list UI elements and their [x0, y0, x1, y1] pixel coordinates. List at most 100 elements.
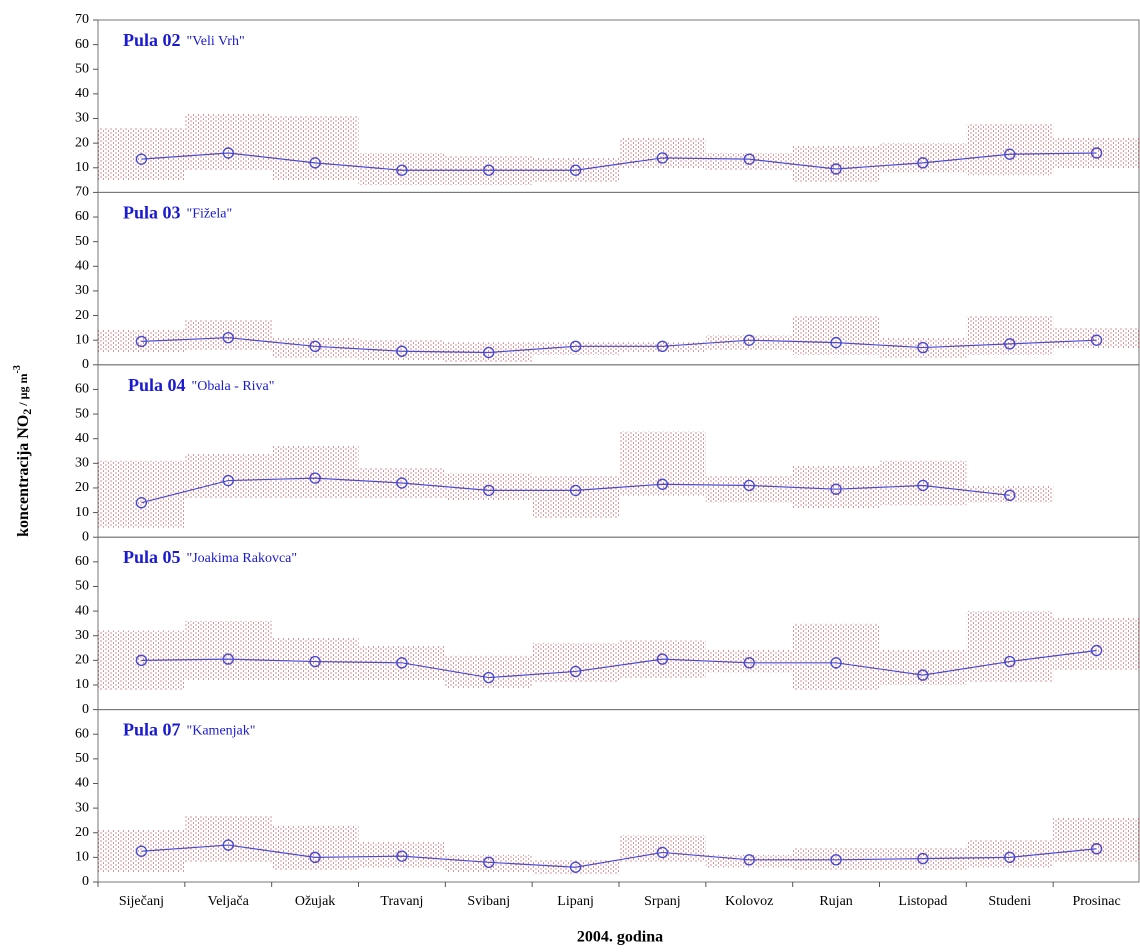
range-box — [184, 320, 272, 351]
mean-point — [135, 845, 148, 857]
y-tick-label: 20 — [75, 653, 89, 668]
station-name: "Veli Vrh" — [187, 34, 245, 49]
range-box — [184, 815, 272, 863]
station-name: "Obala - Riva" — [192, 379, 275, 394]
y-tick-label: 40 — [75, 259, 89, 274]
range-box — [271, 337, 359, 358]
mean-line — [141, 844, 1097, 868]
range-box — [358, 842, 446, 868]
range-box — [792, 465, 880, 508]
y-tick-label: 50 — [75, 579, 89, 594]
mean-point — [917, 157, 929, 169]
x-tick-label: Studeni — [988, 894, 1031, 909]
mean-point — [135, 335, 148, 348]
mean-point — [222, 332, 234, 344]
mean-point — [917, 669, 929, 681]
panel-title: Pula 02 "Veli Vrh" — [123, 30, 245, 50]
range-box — [619, 431, 706, 496]
mean-point — [656, 846, 669, 859]
range-box — [1053, 817, 1140, 863]
mean-point — [569, 665, 582, 678]
y-label-unit: / µg m — [16, 373, 30, 408]
x-tick-label: Svibanj — [467, 894, 510, 909]
mean-point — [917, 852, 929, 865]
mean-point — [743, 479, 755, 492]
mean-line — [141, 152, 1097, 171]
y-tick-label: 20 — [75, 825, 89, 840]
y-tick-label: 40 — [75, 86, 89, 101]
y-tick-label: 20 — [75, 308, 89, 323]
mean-point — [743, 854, 755, 866]
range-box — [966, 611, 1054, 683]
range-box — [879, 650, 967, 685]
y-tick-label: 10 — [75, 160, 89, 175]
y-tick-label: 60 — [75, 726, 89, 741]
panel-title: Pula 05 "Joakima Rakovca" — [123, 547, 297, 567]
y-tick-label: 60 — [75, 209, 89, 224]
x-tick-label: Prosinac — [1072, 894, 1120, 909]
y-tick-label: 10 — [75, 677, 89, 692]
mean-point — [222, 653, 234, 665]
mean-point — [135, 654, 148, 667]
range-box — [879, 460, 967, 506]
y-tick-label: 50 — [75, 406, 89, 421]
mean-line — [141, 649, 1097, 679]
y-tick-label: 10 — [75, 332, 89, 347]
mean-point — [830, 657, 842, 669]
station-name: "Fižela" — [187, 207, 233, 222]
mean-point — [135, 497, 148, 509]
x-tick-label: Kolovoz — [725, 894, 773, 909]
panel-title: Pula 03 "Fižela" — [123, 203, 232, 223]
station: Pula 07 — [123, 720, 181, 740]
range-box — [792, 623, 880, 690]
mean-point — [569, 861, 582, 873]
range-box — [792, 847, 880, 870]
range-box — [966, 485, 1054, 503]
x-tick-label: Veljača — [208, 894, 250, 909]
station-name: "Kamenjak" — [187, 724, 256, 739]
mean-point — [396, 477, 408, 489]
mean-point — [1004, 851, 1016, 864]
station-name: "Joakima Rakovca" — [187, 551, 298, 566]
station: Pula 05 — [123, 547, 181, 567]
y-tick-label: 20 — [75, 135, 89, 150]
y-tick-label: 30 — [75, 628, 89, 643]
range-box — [705, 475, 793, 503]
mean-point — [656, 152, 669, 164]
mean-point — [222, 147, 234, 159]
mean-point — [483, 346, 495, 359]
panel-title: Pula 04 "Obala - Riva" — [128, 375, 274, 395]
y-tick-label: 30 — [75, 283, 89, 298]
mean-point — [135, 153, 148, 165]
range-box — [705, 335, 793, 351]
y-tick-label: 0 — [82, 357, 89, 372]
mean-point — [830, 483, 842, 495]
mean-line — [141, 477, 1010, 504]
mean-point — [569, 340, 582, 353]
mean-point — [743, 657, 755, 669]
y-tick-label: 0 — [82, 529, 89, 544]
mean-point — [656, 653, 669, 665]
station: Pula 03 — [123, 203, 181, 223]
y-tick-label: 50 — [75, 234, 89, 249]
mean-point — [396, 164, 408, 176]
range-box — [184, 620, 272, 681]
range-box — [98, 830, 185, 873]
y-tick-label: 70 — [75, 185, 89, 200]
y-tick-label: 50 — [75, 751, 89, 766]
mean-point — [1004, 655, 1016, 668]
mean-point — [569, 484, 582, 497]
x-tick-label: Listopad — [898, 894, 947, 909]
x-tick-label: Srpanj — [644, 894, 681, 909]
y-tick-label: 70 — [75, 12, 89, 27]
mean-point — [656, 478, 669, 490]
range-box — [705, 650, 793, 673]
y-tick-label: 60 — [75, 554, 89, 569]
range-box — [705, 152, 793, 171]
mean-point — [483, 484, 495, 497]
range-box — [445, 473, 533, 501]
panel-title: Pula 07 "Kamenjak" — [123, 720, 255, 740]
y-tick-label: 10 — [75, 505, 89, 520]
station: Pula 04 — [128, 375, 186, 395]
